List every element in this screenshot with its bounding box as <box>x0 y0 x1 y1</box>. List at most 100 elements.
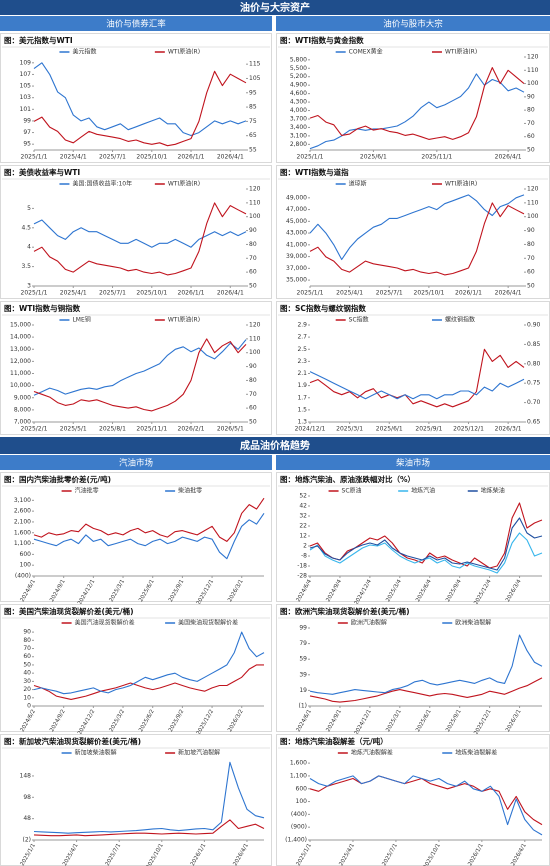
legend-label: COMEX黄金 <box>349 48 383 56</box>
x-tick-label: 2025/10/1 <box>423 843 442 866</box>
y2-tick-label: 70 <box>527 255 535 262</box>
x-tick-label: 2024/12/1 <box>354 709 373 736</box>
legend-label: WTI原油(R) <box>168 180 200 188</box>
x-tick-label: 2024/6/1 <box>19 579 37 603</box>
y-tick-label: 0 <box>27 703 31 710</box>
y-tick-label: 79 <box>299 640 307 647</box>
x-tick-label: 2025/1/1 <box>19 843 37 866</box>
series-line <box>309 67 525 140</box>
x-tick-label: 2025/1/1 <box>297 290 324 297</box>
y2-tick-label: 120 <box>249 322 261 329</box>
y2-tick-label: 80 <box>527 241 535 248</box>
y-tick-label: 35,000 <box>286 277 307 284</box>
y-tick-label: 103 <box>20 94 32 101</box>
legend-label: 新加坡柴油裂解 <box>75 749 117 757</box>
x-tick-label: 2025/7/1 <box>105 843 123 866</box>
x-tick-label: 2024/9/4 <box>325 578 343 603</box>
y2-tick-label: 105 <box>249 75 261 82</box>
y-tick-label: 2.1 <box>297 370 307 377</box>
y-tick-label: 12 <box>299 533 307 540</box>
chart-title: 图：WTI指数与道指 <box>280 167 349 177</box>
series-line <box>309 517 543 571</box>
y-tick-label: 2 <box>303 543 307 550</box>
legend-label: SC指数 <box>349 316 369 324</box>
x-tick-label: 2025/9/1 <box>445 709 463 733</box>
legend-label: WTI原油(R) <box>445 180 477 188</box>
y-tick-label: 13,000 <box>10 346 31 353</box>
y-tick-label: (1,400) <box>285 837 307 844</box>
x-tick-label: 2025/1/1 <box>21 154 48 161</box>
x-tick-label: 2024/6/1 <box>295 709 313 733</box>
series-line <box>33 202 247 276</box>
x-tick-label: 2026/4/1 <box>510 843 528 866</box>
x-tick-label: 2025/1/1 <box>21 290 48 297</box>
y2-tick-label: 80 <box>249 377 257 384</box>
x-tick-label: 2025/11/1 <box>136 426 167 433</box>
y2-tick-label: 50 <box>249 283 257 290</box>
y-tick-label: 39 <box>299 671 307 678</box>
legend-label: 欧洲柴油裂解 <box>455 619 491 627</box>
chart-title: 图：美国汽柴油现货裂解价差(美元/桶) <box>4 606 134 616</box>
y-tick-label: 100 <box>20 562 32 569</box>
x-tick-label: 2025/10/1 <box>414 290 445 297</box>
y2-tick-label: 60 <box>249 405 257 412</box>
subheader-bar <box>0 455 272 470</box>
chart-title: 图：美元指数与WTI <box>4 35 73 45</box>
x-tick-label: 2026/5/1 <box>217 426 244 433</box>
legend-label: 美国柴油现货裂解价差 <box>178 619 238 627</box>
series-line <box>33 631 265 695</box>
y2-tick-label: 70 <box>249 391 257 398</box>
y-tick-label: 5 <box>27 205 31 212</box>
y-tick-label: 3,100 <box>14 497 31 504</box>
x-tick-label: 2024/9/1 <box>325 709 343 733</box>
x-tick-label: 2026/1/1 <box>455 290 482 297</box>
y-tick-label: 1,600 <box>14 529 31 536</box>
y-tick-label: 2,800 <box>290 141 307 148</box>
y2-tick-label: 120 <box>527 186 539 193</box>
y-tick-label: 600 <box>296 785 308 792</box>
y2-tick-label: 110 <box>527 199 539 206</box>
x-tick-label: 2025/4/1 <box>60 154 87 161</box>
y-tick-label: (2) <box>23 837 32 844</box>
y-tick-label: 80 <box>23 637 31 644</box>
x-tick-label: 2025/4/1 <box>338 843 356 866</box>
y2-tick-label: 100 <box>527 80 539 87</box>
chart-title: 图：欧洲汽柴油现货裂解价差(美元/桶) <box>280 606 410 616</box>
y2-tick-label: 100 <box>527 213 539 220</box>
legend-label: 地炼柴油 <box>481 487 505 495</box>
y-tick-label: 9,000 <box>14 394 31 401</box>
x-tick-label: 2025/12/1 <box>473 709 492 736</box>
y-tick-label: 49,000 <box>286 194 307 201</box>
x-tick-label: 2025/10/1 <box>136 290 167 297</box>
subheader-right: 油价与股市大宗 <box>383 19 443 30</box>
y2-tick-label: 90 <box>249 363 257 370</box>
y-tick-label: 4,000 <box>290 107 307 114</box>
legend-label: 欧洲汽油裂解 <box>351 619 387 627</box>
y-tick-label: 59 <box>299 656 307 663</box>
series-line <box>309 371 525 400</box>
panel <box>276 604 550 732</box>
y-tick-label: 8,000 <box>14 406 31 413</box>
chart-title: 图：新加坡汽柴油现货裂解价差(美元/桶) <box>4 736 141 746</box>
series-line <box>309 634 543 695</box>
series-line <box>309 348 525 408</box>
y-tick-label: (400) <box>291 811 307 818</box>
y-tick-label: 3.5 <box>21 263 31 270</box>
legend-label: 汽油批零 <box>75 487 99 495</box>
x-tick-label: 2026/4/1 <box>217 290 244 297</box>
series-line <box>33 62 247 137</box>
chart-title: 图：美债收益率与WTI <box>4 167 80 177</box>
y-tick-label: 98 <box>23 794 31 801</box>
y-tick-label: 5,500 <box>290 65 307 72</box>
y2-tick-label: 50 <box>527 147 535 154</box>
y-tick-label: 99 <box>299 625 307 632</box>
y-tick-label: 45,000 <box>286 218 307 225</box>
x-tick-label: 2025/4/1 <box>336 290 363 297</box>
y-tick-label: 1.9 <box>297 382 307 389</box>
y2-tick-label: 0.80 <box>527 360 541 367</box>
y-tick-label: 101 <box>20 106 32 113</box>
x-tick-label: 2026/3/4 <box>505 578 523 603</box>
x-tick-label: 2025/12/2 <box>196 709 215 736</box>
chart-title: 图：WTI指数与黄金指数 <box>280 35 364 45</box>
